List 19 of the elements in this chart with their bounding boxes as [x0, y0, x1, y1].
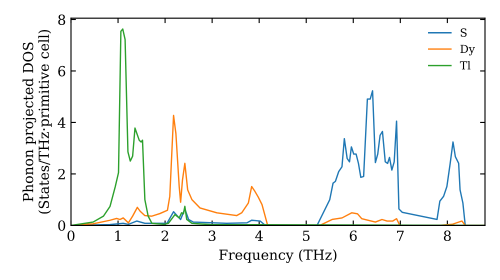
- x-tick-label: 4: [255, 230, 263, 241]
- y-tick-label: 6: [58, 66, 66, 76]
- x-tick-label: 5: [302, 230, 310, 242]
- y-axis-title: Phonon projected DOS (States/THz·primitive cell): [22, 30, 52, 214]
- legend-label: S: [460, 28, 467, 37]
- y-tick-label: 8: [58, 14, 66, 25]
- x-tick-label: 2: [162, 230, 168, 241]
- x-tick-label: 3: [208, 230, 216, 242]
- y-tick-label: 0: [58, 220, 66, 231]
- y-tick-label: 4: [58, 117, 66, 128]
- y-tick-label: 2: [58, 168, 65, 180]
- x-tick-label: 0: [67, 230, 74, 242]
- x-tick-label: 6: [350, 230, 357, 242]
- x-axis-title: Frequency (THz): [219, 249, 336, 263]
- x-tick-label: 1: [115, 230, 120, 241]
- x-tick-label: 7: [397, 230, 404, 241]
- legend-label: Dy: [460, 44, 475, 56]
- x-tick-label: 8: [444, 230, 451, 242]
- legend-label: Tl: [460, 60, 470, 70]
